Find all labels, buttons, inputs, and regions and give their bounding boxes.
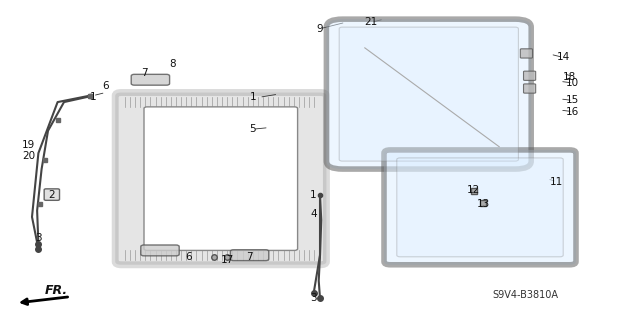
Text: 11: 11 bbox=[550, 177, 563, 187]
FancyBboxPatch shape bbox=[384, 150, 576, 265]
Text: 18: 18 bbox=[563, 71, 576, 82]
FancyBboxPatch shape bbox=[520, 49, 532, 58]
Text: 6: 6 bbox=[186, 252, 192, 262]
FancyBboxPatch shape bbox=[131, 74, 170, 85]
Text: 3: 3 bbox=[310, 293, 317, 303]
Text: 15: 15 bbox=[566, 95, 579, 106]
Text: 14: 14 bbox=[557, 52, 570, 63]
FancyBboxPatch shape bbox=[230, 250, 269, 261]
FancyBboxPatch shape bbox=[339, 27, 518, 161]
FancyBboxPatch shape bbox=[326, 19, 531, 169]
FancyBboxPatch shape bbox=[397, 158, 563, 257]
Text: 16: 16 bbox=[566, 107, 579, 117]
Text: 7: 7 bbox=[141, 68, 147, 78]
Text: 9: 9 bbox=[317, 24, 323, 34]
Text: 5: 5 bbox=[250, 124, 256, 134]
Text: 3: 3 bbox=[35, 233, 42, 243]
Text: 12: 12 bbox=[467, 185, 480, 195]
Text: 10: 10 bbox=[566, 78, 579, 88]
FancyBboxPatch shape bbox=[44, 189, 60, 200]
Text: 1: 1 bbox=[250, 92, 256, 102]
Text: 6: 6 bbox=[102, 81, 109, 91]
FancyBboxPatch shape bbox=[144, 107, 298, 250]
Text: 1: 1 bbox=[90, 92, 96, 102]
Text: 21: 21 bbox=[365, 17, 378, 27]
Text: 8: 8 bbox=[170, 59, 176, 69]
Text: S9V4-B3810A: S9V4-B3810A bbox=[493, 290, 559, 300]
Text: FR.: FR. bbox=[45, 284, 68, 297]
FancyBboxPatch shape bbox=[524, 71, 536, 80]
FancyBboxPatch shape bbox=[141, 245, 179, 256]
Text: 19: 19 bbox=[22, 140, 35, 150]
Text: 4: 4 bbox=[310, 209, 317, 219]
Text: 7: 7 bbox=[246, 252, 253, 262]
Text: 2: 2 bbox=[48, 189, 54, 200]
Text: 1: 1 bbox=[310, 189, 317, 200]
FancyBboxPatch shape bbox=[524, 84, 536, 93]
Text: 20: 20 bbox=[22, 151, 35, 161]
Text: 13: 13 bbox=[477, 199, 490, 209]
FancyBboxPatch shape bbox=[115, 93, 326, 265]
Text: 17: 17 bbox=[221, 255, 234, 265]
